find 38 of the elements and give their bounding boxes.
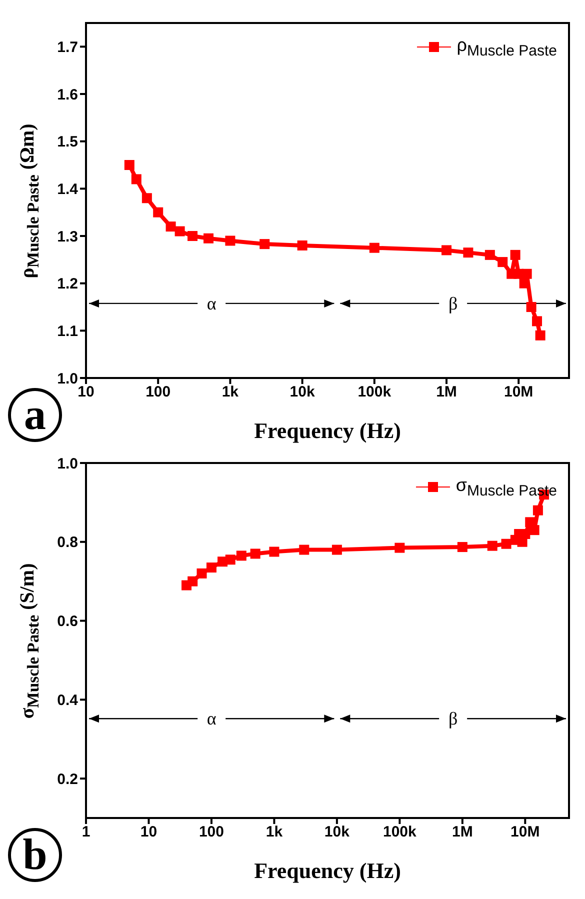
y-tick-label: 1.3	[57, 228, 78, 246]
y-tick-label: 1.7	[57, 38, 78, 56]
x-tick-label: 10k	[324, 824, 350, 841]
y-tick-label: 1.5	[57, 134, 78, 151]
x-tick-label: 10M	[504, 384, 534, 401]
x-tick-label: 10k	[290, 384, 316, 401]
x-tick-label: 10	[78, 384, 94, 401]
y-tick-label: 1.1	[57, 322, 78, 340]
x-tick-label: 100k	[358, 384, 392, 401]
annotation: α	[206, 293, 217, 314]
x-axis-title: Frequency (Hz)	[254, 858, 401, 883]
annotation: β	[448, 708, 458, 729]
x-tick-label: 10	[140, 824, 158, 841]
y-tick-label: 0.8	[57, 534, 78, 552]
y-tick-label: 1.6	[57, 86, 78, 104]
annotation: β	[448, 293, 458, 314]
x-tick-label: 100	[198, 824, 224, 841]
y-tick-label: 1.2	[57, 276, 78, 293]
y-tick-label: 1.4	[57, 180, 79, 198]
text: b	[8, 828, 62, 882]
y-tick-label: 1.0	[57, 455, 78, 472]
x-tick-label: 100	[146, 384, 171, 401]
x-tick-label: 1k	[222, 384, 240, 401]
x-axis-title: Frequency (Hz)	[254, 418, 401, 443]
text: a	[8, 388, 62, 442]
x-tick-label: 1k	[266, 824, 284, 841]
y-tick-label: 0.4	[57, 692, 79, 709]
legend-label: σ$_{Muscle Paste}$	[456, 475, 557, 500]
y-tick-label: 0.2	[57, 770, 78, 788]
x-tick-label: 1	[82, 824, 90, 841]
x-tick-label: 100k	[382, 824, 418, 841]
x-tick-label: 1M	[436, 384, 457, 401]
x-tick-label: 1M	[452, 824, 473, 841]
x-tick-label: 10M	[510, 824, 540, 841]
y-tick-label: 1.0	[57, 370, 78, 388]
y-tick-label: 0.6	[57, 613, 78, 630]
annotation: α	[206, 708, 217, 729]
legend-label: ρ$_{Muscle Paste}$	[456, 35, 557, 60]
